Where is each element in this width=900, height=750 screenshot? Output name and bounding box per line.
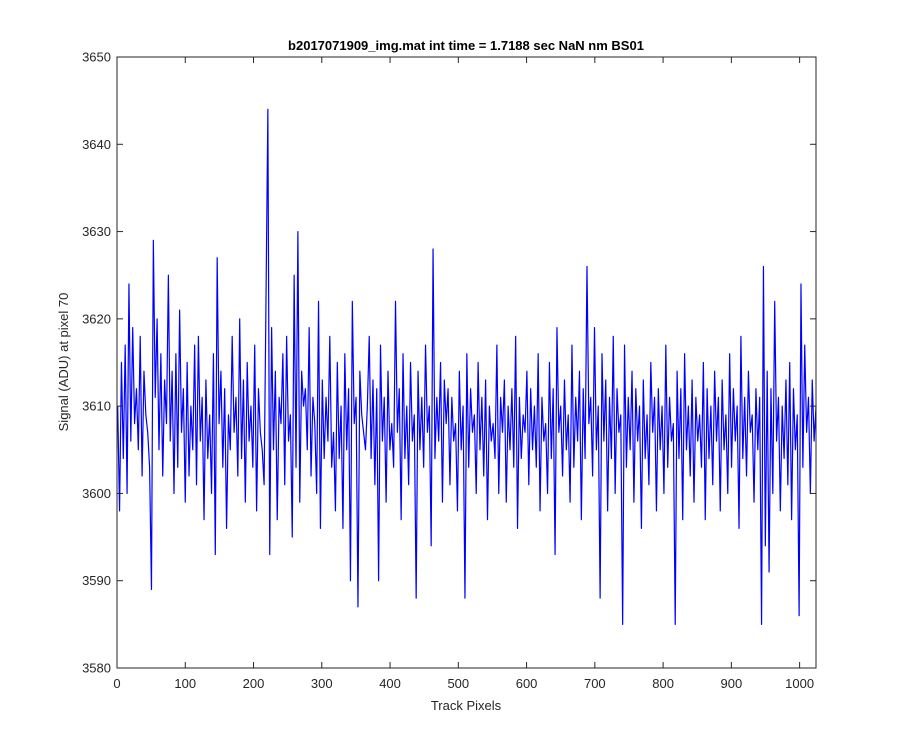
- axes-box: [116, 56, 817, 669]
- x-tick-label: 900: [721, 676, 743, 691]
- x-tick-label: 0: [113, 676, 120, 691]
- y-tick-label: 3610: [82, 399, 111, 414]
- y-tick-label: 3590: [82, 573, 111, 588]
- y-tick-label: 3620: [82, 311, 111, 326]
- y-axis-label: Signal (ADU) at pixel 70: [56, 293, 71, 432]
- y-tick-label: 3650: [82, 50, 111, 65]
- y-tick-label: 3580: [82, 661, 111, 676]
- y-tick-label: 3630: [82, 224, 111, 239]
- x-tick-label: 200: [243, 676, 265, 691]
- series-layer: [117, 108, 817, 625]
- x-tick-label: 700: [584, 676, 606, 691]
- x-axis-label: Track Pixels: [431, 698, 502, 713]
- x-tick-label: 1000: [785, 676, 814, 691]
- x-tick-label: 500: [447, 676, 469, 691]
- x-tick-label: 300: [311, 676, 333, 691]
- y-tick-label: 3640: [82, 137, 111, 152]
- x-tick-label: 800: [652, 676, 674, 691]
- x-tick-label: 100: [174, 676, 196, 691]
- x-axis-ticks: 0 100 200 300 400 500 600 700 800 900 1000: [113, 57, 814, 691]
- chart-title: b2017071909_img.mat int time = 1.7188 se…: [288, 38, 644, 53]
- x-tick-label: 400: [379, 676, 401, 691]
- y-tick-label: 3600: [82, 486, 111, 501]
- y-axis-ticks: 3580 3590 3600 3610 3620 3630 3640 3650: [82, 50, 816, 676]
- x-tick-label: 600: [516, 676, 538, 691]
- series-line-0: [117, 108, 817, 625]
